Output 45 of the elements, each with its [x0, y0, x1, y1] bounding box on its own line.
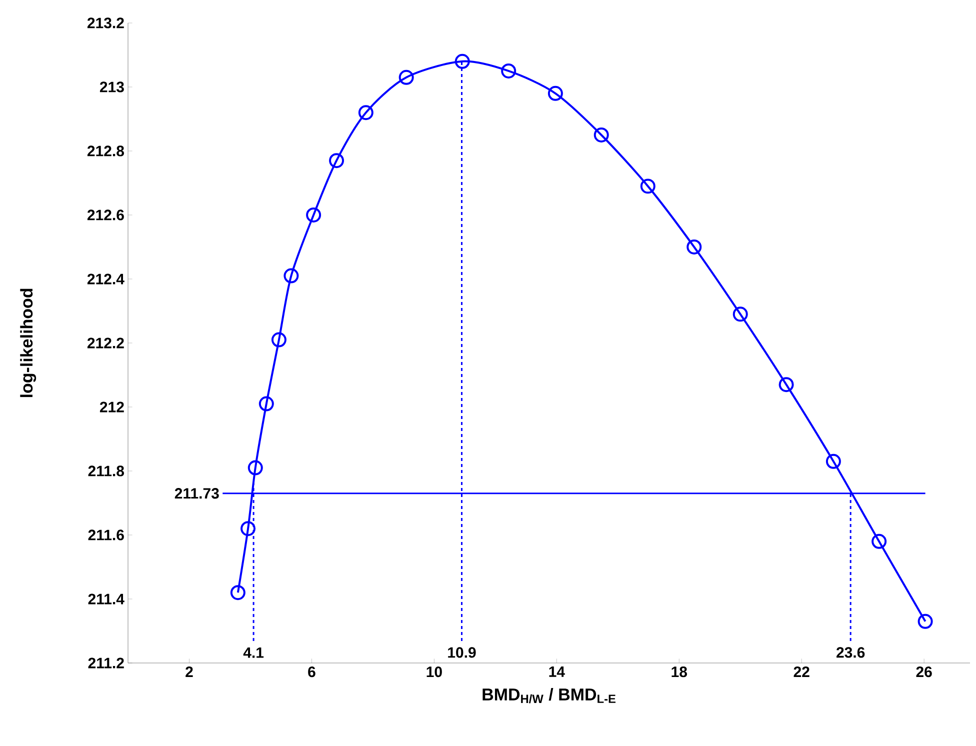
y-tick-label: 212.6: [87, 210, 124, 220]
point: [306, 207, 322, 222]
point: [284, 268, 299, 284]
point: [872, 534, 887, 549]
y-tick-label: 213.2: [87, 18, 124, 28]
x-tick-label: 18: [672, 666, 688, 678]
point: [732, 306, 748, 322]
y-tick-label: 213: [100, 82, 124, 92]
y-tick-label: 211.8: [88, 466, 124, 476]
point: [501, 63, 516, 78]
x-tick-label: 26: [916, 666, 932, 678]
point: [778, 377, 794, 392]
y-tick-label: 211.4: [88, 594, 124, 604]
ref-line-label: 211.73: [174, 488, 219, 499]
x-tick-label: 2: [186, 666, 193, 677]
point: [640, 178, 656, 194]
point: [258, 396, 274, 412]
point: [686, 239, 702, 254]
y-axis-title: log-likelihood: [20, 288, 36, 398]
point: [826, 454, 841, 469]
point: [358, 105, 374, 120]
y-tick-label: 212: [100, 402, 124, 412]
y-tick-label: 212.8: [87, 146, 124, 156]
y-tick-label: 211.6: [88, 530, 124, 540]
x-tick-label: 14: [549, 666, 565, 677]
x-tick-label: 6: [308, 666, 316, 678]
x-tick-label: 22: [794, 666, 810, 677]
x-tick-label: 10: [426, 666, 442, 678]
point: [271, 332, 286, 348]
point: [398, 70, 414, 85]
point: [230, 585, 246, 600]
point: [248, 460, 263, 476]
ref-line-label: 10.9: [448, 647, 476, 658]
y-tick-label: 211.2: [88, 658, 124, 668]
point: [548, 86, 563, 101]
y-tick-label: 212.2: [87, 338, 124, 348]
point: [454, 54, 470, 69]
x-axis-title: BMD$_{H/W}$ / BMD$_{L-E}$: [482, 688, 616, 704]
ref-line-label: 4.1: [243, 647, 264, 658]
point: [240, 521, 256, 536]
ref-line-label: 23.6: [836, 647, 865, 658]
point: [329, 153, 344, 168]
point: [918, 614, 933, 629]
y-tick-label: 212.4: [87, 274, 124, 284]
point: [594, 127, 609, 142]
